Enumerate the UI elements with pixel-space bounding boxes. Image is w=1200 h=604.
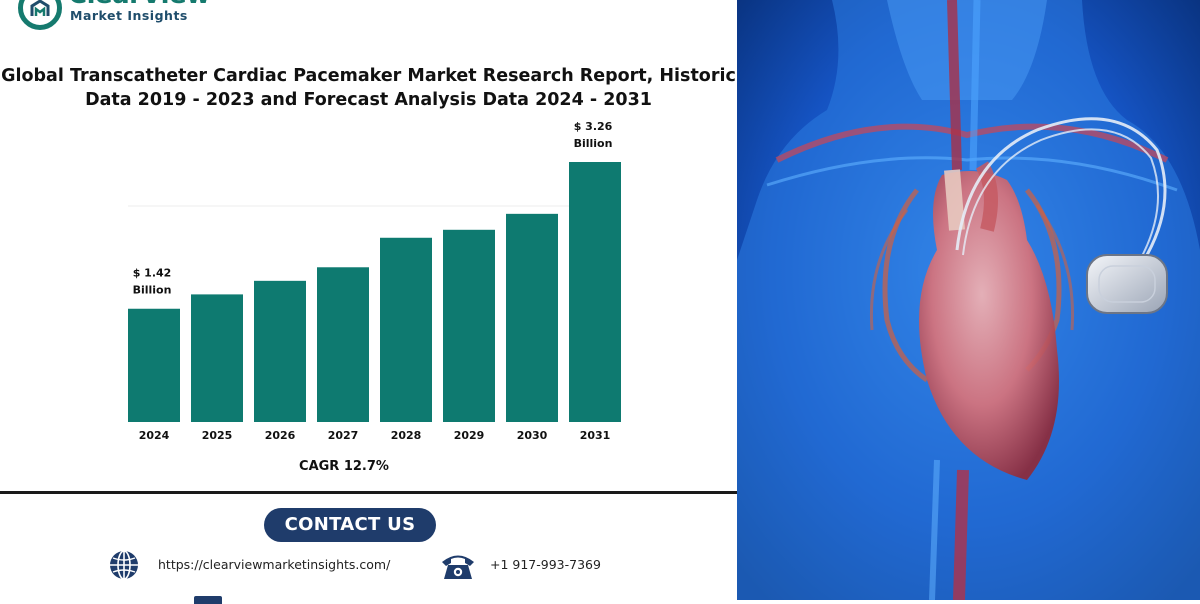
bar-2031[interactable] <box>569 162 621 422</box>
brand-logo[interactable]: ClearView Market Insights <box>18 0 258 30</box>
pacemaker-illustration <box>737 0 1200 600</box>
x-tick-label-2028: 2028 <box>391 429 422 442</box>
globe-icon <box>110 550 138 580</box>
mail-icon <box>194 596 222 604</box>
bar-2025[interactable] <box>191 294 243 422</box>
report-title-line-1: Global Transcatheter Cardiac Pacemaker M… <box>1 66 736 86</box>
x-tick-label-2027: 2027 <box>328 429 359 442</box>
x-tick-label-2030: 2030 <box>517 429 548 442</box>
contact-us-heading: CONTACT US <box>264 508 436 542</box>
data-label-2031-line-1: $ 3.26 <box>574 120 613 133</box>
data-label-2024-line-1: $ 1.42 <box>133 267 172 280</box>
left-panel: ClearView Market Insights Global Transca… <box>0 0 737 604</box>
brand-name: ClearView <box>68 0 210 10</box>
logo-mark-icon <box>18 0 62 30</box>
report-title: Global Transcatheter Cardiac Pacemaker M… <box>0 64 737 112</box>
bar-2026[interactable] <box>254 280 306 422</box>
report-title-line-2: Data 2019 - 2023 and Forecast Analysis D… <box>85 90 652 110</box>
website-link[interactable]: https://clearviewmarketinsights.com/ <box>158 557 391 572</box>
data-label-2024-line-2: Billion <box>133 284 172 297</box>
bar-chart: 2024 2025 2026 2027 2028 2029 2030 2031 $ 1.42 Bi… <box>0 0 737 490</box>
bar-chart-svg: 2024 2025 2026 2027 2028 2029 2030 2031 $ 1.42 Bi… <box>128 120 621 442</box>
bar-2024[interactable] <box>128 308 180 422</box>
bar-2027[interactable] <box>317 267 369 422</box>
section-divider <box>0 491 737 494</box>
x-tick-label-2031: 2031 <box>580 429 611 442</box>
cagr-annotation: CAGR 12.7% <box>299 459 389 474</box>
x-tick-label-2025: 2025 <box>202 429 233 442</box>
pacemaker-illustration-art <box>737 0 1200 600</box>
x-tick-label-2029: 2029 <box>454 429 485 442</box>
bar-2028[interactable] <box>380 237 432 422</box>
bar-2029[interactable] <box>443 229 495 422</box>
bar-2030[interactable] <box>506 213 558 422</box>
x-tick-label-2024: 2024 <box>139 429 170 442</box>
x-tick-label-2026: 2026 <box>265 429 296 442</box>
telephone-icon <box>442 555 474 579</box>
phone-number[interactable]: +1 917-993-7369 <box>490 557 601 572</box>
brand-tagline: Market Insights <box>70 8 188 23</box>
data-label-2031-line-2: Billion <box>574 137 613 150</box>
